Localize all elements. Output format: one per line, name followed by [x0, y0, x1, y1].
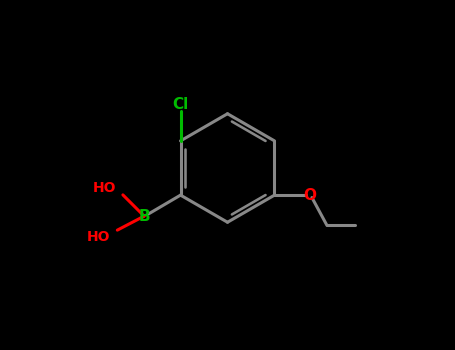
Text: B: B	[138, 209, 150, 224]
Text: HO: HO	[87, 230, 110, 244]
Text: HO: HO	[92, 181, 116, 195]
Text: O: O	[303, 188, 316, 203]
Text: Cl: Cl	[172, 97, 189, 112]
